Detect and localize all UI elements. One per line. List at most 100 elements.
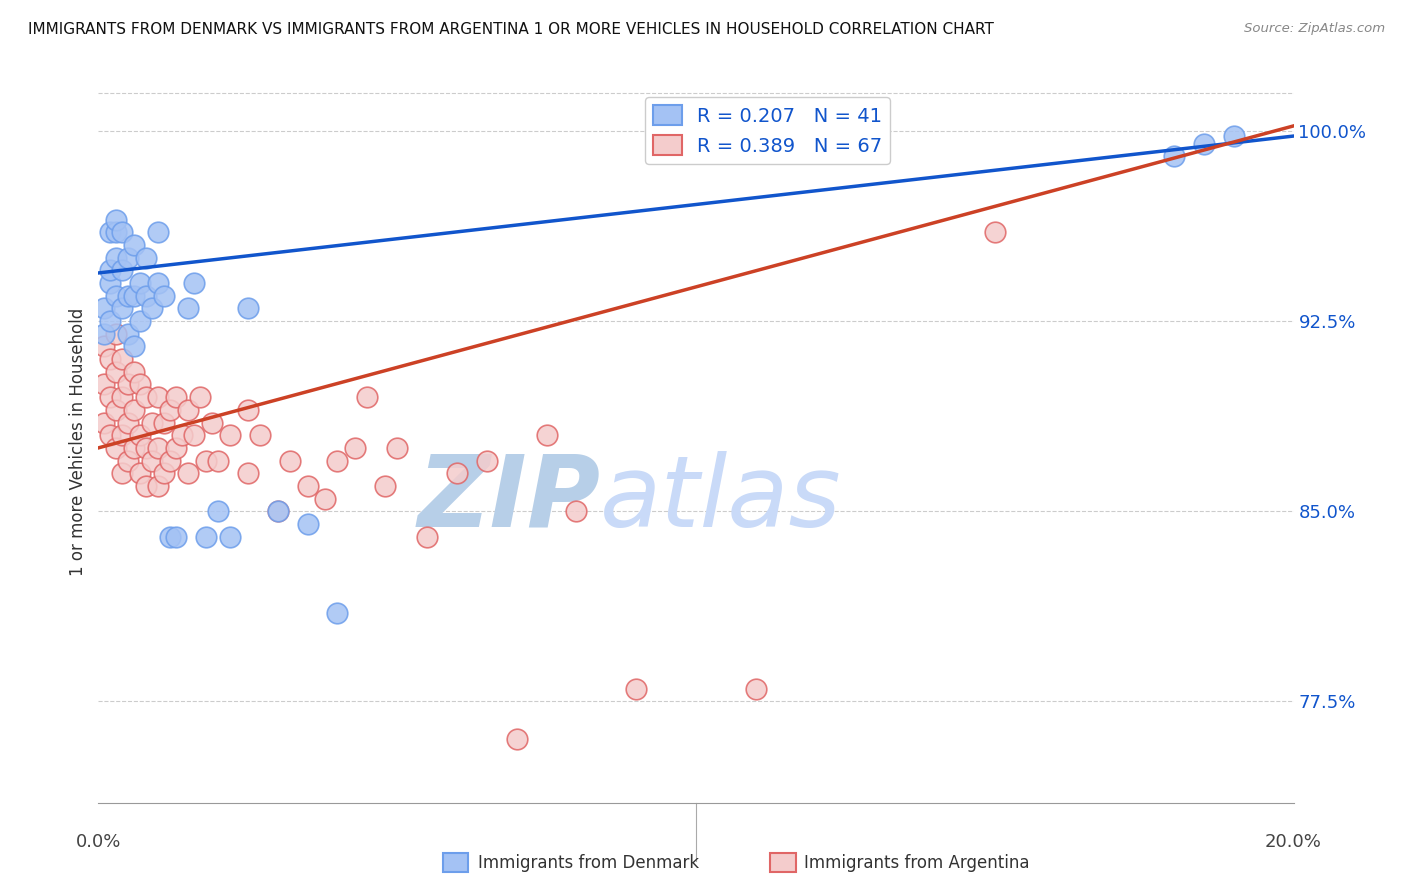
Point (565, 504, 588, 518)
Point (117, 416, 139, 430)
Point (111, 226, 134, 240)
Point (98, 226, 122, 240)
Point (236, 402, 259, 417)
Legend: R = 0.207   N = 41, R = 0.389   N = 67: R = 0.207 N = 41, R = 0.389 N = 67 (645, 97, 890, 163)
Point (105, 251, 128, 265)
Point (124, 402, 146, 417)
Point (165, 530, 187, 544)
Point (111, 301, 134, 316)
Point (105, 289, 128, 303)
Point (267, 504, 290, 518)
Point (236, 467, 259, 481)
Point (141, 453, 163, 467)
Point (165, 390, 187, 404)
Point (236, 301, 259, 316)
Point (148, 276, 170, 290)
Point (1223, 129, 1246, 144)
Point (475, 453, 498, 467)
Point (117, 251, 139, 265)
Text: atlas: atlas (600, 450, 842, 548)
Point (98, 428, 122, 442)
Point (117, 453, 139, 467)
Text: Source: ZipAtlas.com: Source: ZipAtlas.com (1244, 22, 1385, 36)
Point (374, 479, 396, 493)
Point (93, 339, 115, 353)
Point (183, 276, 205, 290)
Point (135, 390, 157, 404)
Point (105, 326, 128, 341)
Point (195, 530, 218, 544)
Point (98, 263, 122, 277)
Point (177, 301, 200, 316)
Point (135, 479, 157, 493)
Point (117, 377, 139, 392)
Point (93, 377, 115, 392)
Point (297, 479, 319, 493)
Point (153, 467, 176, 481)
Point (111, 390, 134, 404)
Point (105, 402, 128, 417)
Point (105, 212, 128, 227)
Point (219, 428, 242, 442)
Point (326, 453, 349, 467)
Point (1163, 149, 1185, 163)
Point (93, 416, 115, 430)
Point (984, 226, 1007, 240)
Point (129, 314, 152, 328)
Point (105, 365, 128, 379)
Point (344, 441, 367, 455)
Point (98, 352, 122, 367)
Point (111, 428, 134, 442)
Point (148, 390, 170, 404)
Point (249, 428, 271, 442)
Point (416, 530, 439, 544)
Point (129, 428, 152, 442)
Point (124, 238, 146, 252)
Point (177, 467, 200, 481)
Point (117, 326, 139, 341)
Point (111, 467, 134, 481)
Point (124, 339, 146, 353)
Point (326, 606, 349, 620)
Point (159, 453, 181, 467)
Point (93, 301, 115, 316)
Point (159, 402, 181, 417)
Point (385, 441, 409, 455)
Point (165, 441, 187, 455)
Point (124, 289, 146, 303)
Point (446, 467, 468, 481)
Text: Immigrants from Denmark: Immigrants from Denmark (478, 854, 699, 871)
Point (356, 390, 378, 404)
Point (172, 428, 194, 442)
Point (153, 289, 176, 303)
Point (188, 390, 211, 404)
Point (201, 416, 224, 430)
Point (117, 289, 139, 303)
Point (129, 467, 152, 481)
Point (98, 314, 122, 328)
Point (111, 352, 134, 367)
Point (105, 226, 128, 240)
Point (98, 276, 122, 290)
Point (297, 516, 319, 531)
Point (141, 301, 163, 316)
Point (93, 326, 115, 341)
Point (195, 453, 218, 467)
Point (129, 276, 152, 290)
Point (153, 416, 176, 430)
Point (506, 732, 529, 747)
Text: ZIP: ZIP (418, 450, 600, 548)
Point (207, 504, 229, 518)
Point (124, 365, 146, 379)
Point (148, 226, 170, 240)
Point (135, 441, 157, 455)
Point (177, 402, 200, 417)
Point (141, 416, 163, 430)
Point (129, 377, 152, 392)
Text: Immigrants from Argentina: Immigrants from Argentina (804, 854, 1029, 871)
Point (207, 453, 229, 467)
Point (626, 681, 648, 696)
Point (135, 251, 157, 265)
Point (278, 453, 301, 467)
Point (183, 428, 205, 442)
